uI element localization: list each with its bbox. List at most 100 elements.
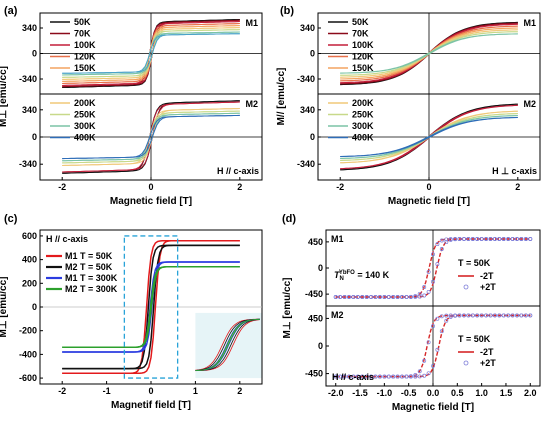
series-marker bbox=[506, 237, 511, 241]
series-marker bbox=[360, 374, 365, 379]
series-marker bbox=[506, 313, 511, 318]
legend-label: 100K bbox=[74, 40, 96, 50]
field-direction-label: H // c-axis bbox=[332, 372, 374, 382]
series-marker bbox=[523, 313, 528, 318]
x-tick-label: 0 bbox=[426, 182, 431, 192]
series-marker bbox=[395, 295, 400, 299]
series-marker bbox=[400, 374, 404, 379]
legend-label: 50K bbox=[74, 17, 91, 27]
x-tick-label: -1.5 bbox=[352, 388, 368, 398]
series-marker bbox=[435, 262, 440, 267]
series-marker bbox=[479, 313, 484, 318]
series-marker bbox=[408, 295, 413, 299]
field-direction-label: H ⊥ c-axis bbox=[492, 166, 537, 176]
y-axis-label: M⊥ [emu/cc] bbox=[0, 277, 9, 338]
series-marker bbox=[515, 313, 519, 318]
x-axis-label: Magnetif field [T] bbox=[111, 400, 191, 411]
legend-label: 250K bbox=[74, 110, 96, 120]
series-marker bbox=[373, 295, 378, 299]
legend-label: +2T bbox=[480, 282, 496, 292]
series-marker bbox=[497, 237, 502, 241]
series-marker bbox=[453, 313, 458, 318]
y-tick-label: -200 bbox=[19, 326, 37, 336]
legend-label: 70K bbox=[74, 29, 91, 39]
x-tick-label: -2 bbox=[336, 182, 344, 192]
series-marker bbox=[400, 295, 404, 299]
neel-temperature-label: TNYbFO = 140 K bbox=[334, 270, 390, 282]
temperature-label: T = 50K bbox=[458, 258, 491, 268]
y-tick-label: 0 bbox=[318, 341, 323, 351]
inset-line-down bbox=[195, 318, 261, 371]
x-tick-label: 1.0 bbox=[475, 388, 488, 398]
x-tick-label: 0.5 bbox=[451, 388, 464, 398]
x-tick-label: 1 bbox=[193, 386, 198, 396]
legend-title: H // c-axis bbox=[46, 234, 88, 244]
series-marker bbox=[369, 374, 374, 379]
series-marker bbox=[439, 247, 444, 251]
series-marker bbox=[417, 294, 422, 299]
series-marker bbox=[475, 313, 480, 318]
series-line-down bbox=[340, 33, 518, 74]
series-marker bbox=[484, 313, 489, 318]
y-tick-label: -340 bbox=[19, 159, 37, 169]
series-line-down bbox=[62, 244, 240, 370]
series-marker bbox=[413, 294, 418, 299]
series-marker bbox=[466, 313, 471, 318]
panel-label-d: (d) bbox=[282, 213, 296, 225]
series-marker bbox=[519, 237, 524, 241]
legend-label: 250K bbox=[352, 110, 374, 120]
series-marker bbox=[382, 295, 387, 299]
series-marker bbox=[426, 340, 431, 345]
series-marker bbox=[435, 316, 440, 321]
series-marker bbox=[422, 373, 427, 378]
legend-label: 70K bbox=[352, 29, 369, 39]
y-tick-label: 340 bbox=[22, 105, 37, 115]
series-marker bbox=[342, 295, 347, 299]
legend-label: 50K bbox=[352, 17, 369, 27]
series-marker bbox=[444, 237, 449, 242]
x-tick-label: 2.0 bbox=[524, 388, 537, 398]
series-marker bbox=[488, 237, 493, 241]
series-marker bbox=[417, 374, 422, 379]
series-marker bbox=[439, 238, 444, 243]
series-marker bbox=[338, 374, 343, 379]
x-tick-label: 1.5 bbox=[500, 388, 513, 398]
y-tick-label: 0 bbox=[310, 132, 315, 142]
series-marker bbox=[484, 237, 489, 241]
series-marker bbox=[426, 289, 431, 294]
y-axis-label: M// [emu/cc] bbox=[276, 68, 287, 126]
legend-label: 200K bbox=[352, 98, 374, 108]
panel-label-c: (c) bbox=[4, 213, 18, 225]
series-marker bbox=[470, 313, 475, 318]
legend-label: -2T bbox=[480, 271, 494, 281]
series-marker bbox=[422, 358, 427, 363]
legend-label: M1 T = 300K bbox=[65, 273, 118, 283]
series-marker bbox=[364, 374, 369, 379]
series-marker bbox=[448, 237, 453, 242]
series-marker bbox=[382, 374, 387, 379]
subplot-label: M1 bbox=[245, 18, 258, 28]
series-marker bbox=[417, 369, 422, 374]
series-marker bbox=[413, 374, 418, 379]
series-marker bbox=[391, 295, 396, 299]
series-marker bbox=[360, 295, 365, 299]
legend-label: M2 T = 300K bbox=[65, 284, 118, 294]
series-marker bbox=[426, 371, 431, 376]
series-marker bbox=[457, 237, 462, 241]
zoom-box bbox=[123, 235, 179, 379]
y-axis-label: M⊥ [emu/cc] bbox=[282, 278, 293, 339]
series-marker bbox=[431, 363, 435, 368]
x-tick-label: -1.0 bbox=[377, 388, 393, 398]
y-tick-label: -340 bbox=[297, 159, 315, 169]
series-marker bbox=[431, 324, 435, 329]
legend-label: 400K bbox=[352, 133, 374, 143]
legend-label: 400K bbox=[74, 133, 96, 143]
y-tick-label: 340 bbox=[300, 105, 315, 115]
series-marker bbox=[462, 237, 466, 241]
series-marker bbox=[510, 313, 515, 318]
series-marker bbox=[523, 237, 528, 241]
series-marker bbox=[475, 237, 480, 241]
series-marker bbox=[369, 295, 374, 299]
series-marker bbox=[422, 285, 427, 289]
panel-label-b: (b) bbox=[280, 5, 294, 17]
